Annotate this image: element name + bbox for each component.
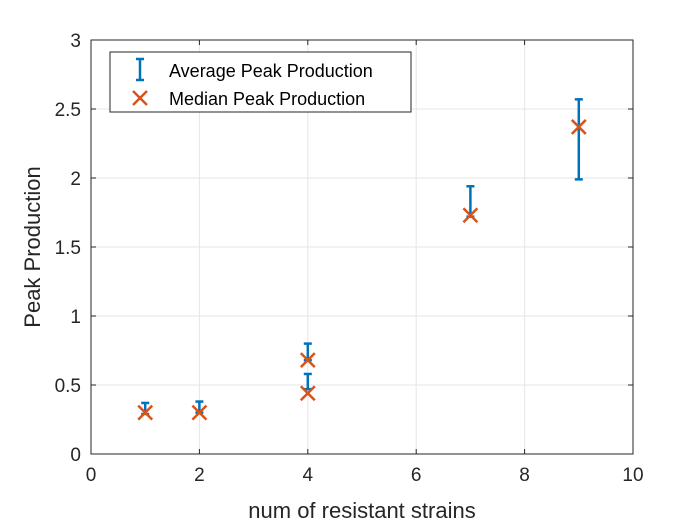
x-tick-label: 4 <box>303 465 314 486</box>
legend-item-median: Median Peak Production <box>132 89 365 109</box>
x-marker-stroke <box>299 385 316 402</box>
legend-item-average: Average Peak Production <box>136 57 373 82</box>
x-tick-label: 10 <box>622 465 643 486</box>
legend-x-stroke <box>132 90 148 106</box>
x-marker-stroke <box>570 119 587 135</box>
median-x-marker <box>570 119 587 135</box>
tick-labels: 0 2 4 6 8 10 0 0.5 1 1.5 2 2.5 3 <box>55 31 644 486</box>
y-tick-label: 2.5 <box>55 100 81 121</box>
x-tick-label: 6 <box>411 465 422 486</box>
errorbar-point <box>574 98 583 181</box>
y-tick-label: 1.5 <box>55 238 81 259</box>
x-marker-stroke <box>191 404 208 421</box>
y-axis-label: Peak Production <box>20 166 45 327</box>
y-tick-label: 3 <box>70 31 81 52</box>
x-axis-label: num of resistant strains <box>248 498 475 523</box>
y-tick-label: 0.5 <box>55 376 81 397</box>
errorbar-icon <box>136 57 144 82</box>
x-marker-icon <box>132 90 148 106</box>
median-x-marker <box>299 352 316 369</box>
median-x-marker <box>462 207 479 224</box>
median-x-marker <box>137 404 154 421</box>
median-x-marker <box>191 404 208 421</box>
x-tick-label: 0 <box>86 465 97 486</box>
legend: Average Peak Production Median Peak Prod… <box>109 51 412 113</box>
legend-label-average: Average Peak Production <box>169 61 373 81</box>
legend-label-median: Median Peak Production <box>169 89 365 109</box>
data-marks <box>137 98 587 421</box>
x-marker-stroke <box>299 352 316 369</box>
axes <box>90 39 634 455</box>
legend-box <box>109 51 412 113</box>
median-x-marker <box>299 385 316 402</box>
y-tick-label: 0 <box>70 445 81 466</box>
x-tick-label: 2 <box>194 465 205 486</box>
x-marker-stroke <box>137 404 154 421</box>
y-tick-label: 1 <box>70 307 81 328</box>
x-tick-label: 8 <box>519 465 530 486</box>
plot-frame <box>90 39 634 455</box>
x-marker-stroke <box>462 207 479 224</box>
errorbar-point <box>303 372 312 391</box>
y-tick-label: 2 <box>70 169 81 190</box>
